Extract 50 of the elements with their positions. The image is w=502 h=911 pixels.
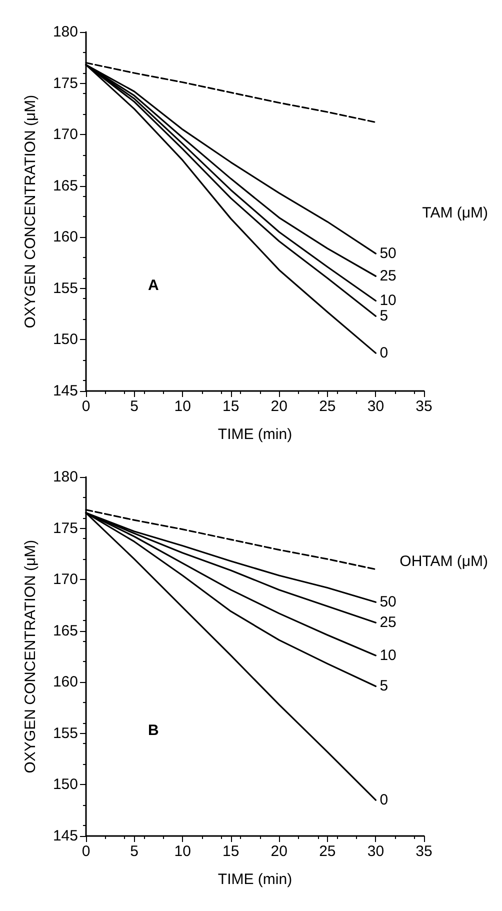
x-tick-label: 20 xyxy=(270,843,288,860)
y-tick-label: 155 xyxy=(52,280,78,297)
series-label: 25 xyxy=(380,268,396,285)
y-tick-label: 175 xyxy=(52,74,78,92)
y-tick-label: 175 xyxy=(52,520,78,537)
y-tick-label: 165 xyxy=(52,177,78,194)
x-tick-label: 35 xyxy=(416,843,432,860)
x-tick-label: 5 xyxy=(130,398,138,415)
x-tick-label: 15 xyxy=(222,843,240,860)
y-tick-label: 180 xyxy=(52,24,78,40)
y-tick-label: 180 xyxy=(52,468,78,486)
y-tick-label: 160 xyxy=(52,674,78,691)
x-tick-label: 0 xyxy=(82,398,90,415)
y-axis-title: OXYGEN CONCENTRATION (μM) xyxy=(22,540,39,774)
y-tick-label: 145 xyxy=(52,382,78,400)
x-axis-title: TIME (min) xyxy=(218,871,292,888)
y-tick-label: 145 xyxy=(52,828,78,844)
y-tick-label: 150 xyxy=(52,776,78,794)
y-axis-title: OXYGEN CONCENTRATION (μM) xyxy=(22,94,39,328)
legend-title: OHTAM (μM) xyxy=(400,553,488,570)
y-tick-label: 170 xyxy=(52,571,78,588)
x-tick-label: 10 xyxy=(174,843,191,860)
x-tick-label: 30 xyxy=(367,843,384,860)
x-tick-label: 30 xyxy=(367,398,384,415)
series-label: 5 xyxy=(380,678,388,695)
series-label: 50 xyxy=(380,245,396,262)
x-tick-label: 20 xyxy=(270,398,288,415)
x-tick-label: 25 xyxy=(319,398,336,415)
x-tick-label: 35 xyxy=(416,398,432,415)
series-label: 50 xyxy=(380,594,396,611)
y-tick-label: 150 xyxy=(52,331,78,348)
y-tick-label: 155 xyxy=(52,724,78,742)
y-tick-label: 165 xyxy=(52,622,78,640)
x-tick-label: 0 xyxy=(82,843,90,860)
y-tick-label: 160 xyxy=(52,228,78,246)
annotation: A xyxy=(148,277,159,294)
x-tick-label: 5 xyxy=(130,843,138,860)
series-label: 0 xyxy=(380,344,388,362)
y-tick-label: 170 xyxy=(52,126,78,144)
series-label: 0 xyxy=(380,792,388,809)
series-label: 10 xyxy=(380,646,396,664)
series-label: 25 xyxy=(380,614,396,632)
x-tick-label: 10 xyxy=(174,398,191,415)
series-label: 5 xyxy=(380,308,388,325)
x-tick-label: 25 xyxy=(319,843,336,860)
series-label: 10 xyxy=(380,292,396,310)
legend-title: TAM (μM) xyxy=(422,204,488,222)
x-tick-label: 15 xyxy=(222,398,240,415)
x-axis-title: TIME (min) xyxy=(218,426,292,443)
annotation: B xyxy=(148,722,159,739)
